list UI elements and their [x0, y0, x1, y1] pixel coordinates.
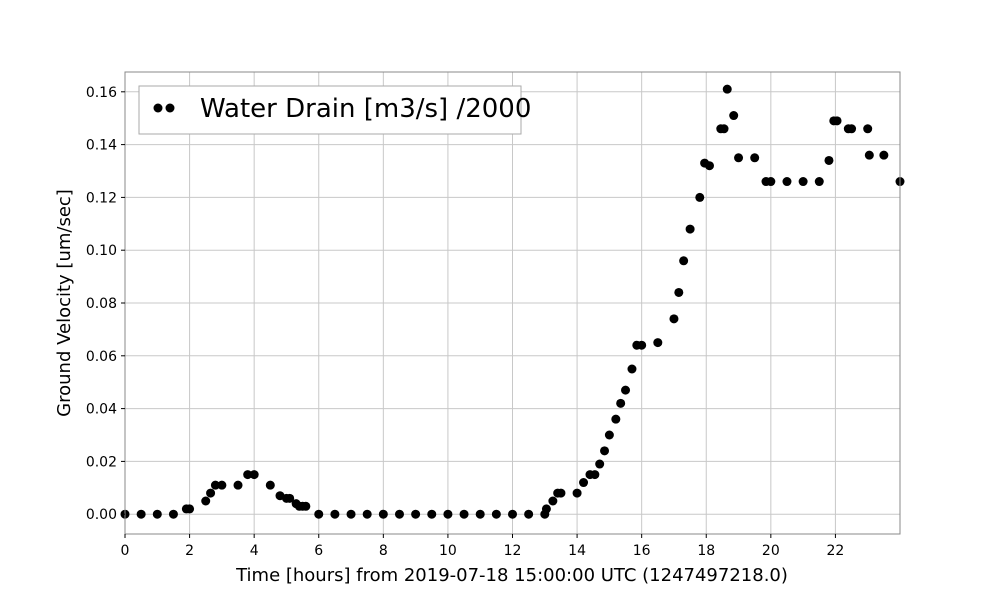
- data-point: [669, 314, 679, 324]
- x-tick-label: 6: [314, 543, 323, 559]
- data-point: [314, 509, 324, 519]
- x-tick-label: 20: [762, 543, 780, 559]
- data-point: [168, 509, 178, 519]
- data-point: [824, 155, 834, 165]
- data-point: [136, 509, 146, 519]
- data-point: [508, 509, 517, 519]
- x-tick-label: 12: [504, 543, 522, 559]
- data-point: [572, 488, 582, 498]
- data-point: [427, 509, 437, 519]
- data-point: [637, 340, 647, 350]
- data-point: [201, 496, 211, 506]
- data-point: [459, 509, 469, 519]
- data-point: [832, 116, 842, 126]
- y-tick-label: 0.00: [86, 507, 117, 523]
- data-point: [233, 480, 243, 490]
- data-point: [330, 509, 340, 519]
- data-point: [864, 150, 874, 160]
- legend-marker: [165, 103, 175, 113]
- y-axis: 0.00 0.02 0.04 0.06 0.08 0.10 0.12 0.14 0.16: [86, 85, 125, 523]
- data-point: [782, 177, 792, 187]
- data-point: [443, 509, 453, 519]
- data-point: [719, 124, 729, 134]
- legend-marker: [153, 103, 163, 113]
- data-point: [616, 398, 626, 408]
- data-point: [879, 150, 889, 160]
- y-tick-label: 0.16: [86, 85, 117, 101]
- data-point: [301, 501, 311, 511]
- data-point: [590, 470, 600, 480]
- data-point: [394, 509, 404, 519]
- data-point: [863, 124, 873, 134]
- x-tick-label: 4: [250, 543, 259, 559]
- data-point: [814, 177, 824, 187]
- grid: [124, 72, 900, 534]
- legend-label: Water Drain [m3/s] /2000: [200, 94, 531, 124]
- data-point: [152, 509, 162, 519]
- x-tick-label: 2: [185, 543, 194, 559]
- x-axis-label: Time [hours] from 2019-07-18 15:00:00 UT…: [235, 565, 788, 586]
- y-tick-label: 0.02: [86, 454, 117, 470]
- y-tick-label: 0.12: [86, 190, 117, 206]
- y-axis-label: Ground Velocity [um/sec]: [54, 189, 75, 417]
- data-point: [541, 504, 551, 514]
- data-point: [362, 509, 372, 519]
- x-tick-label: 8: [379, 543, 388, 559]
- legend-box: [138, 85, 522, 135]
- data-point: [548, 496, 558, 506]
- data-point: [556, 488, 566, 498]
- data-point: [734, 153, 744, 163]
- data-point: [210, 480, 220, 490]
- data-point: [729, 111, 739, 121]
- data-point: [679, 256, 689, 266]
- data-point: [766, 177, 776, 187]
- data-point: [847, 124, 857, 134]
- x-axis: 0 2 4 6 8 10 12 14 16 18 20 22: [121, 534, 845, 559]
- data-point: [595, 459, 605, 469]
- y-tick-label: 0.08: [86, 296, 117, 312]
- data-point: [621, 385, 631, 395]
- data-point: [653, 338, 663, 348]
- x-tick-label: 14: [568, 543, 586, 559]
- y-tick-label: 0.06: [86, 349, 117, 365]
- legend: Water Drain [m3/s] /2000: [138, 85, 531, 135]
- x-tick-label: 22: [827, 543, 845, 559]
- data-point: [798, 177, 808, 187]
- data-point: [475, 509, 485, 519]
- data-point: [217, 480, 227, 490]
- data-point: [722, 84, 732, 94]
- y-tick-label: 0.10: [86, 243, 117, 259]
- series-water-drain: [120, 84, 905, 519]
- data-point: [704, 161, 714, 171]
- data-point: [579, 478, 589, 488]
- y-tick-label: 0.14: [86, 138, 117, 154]
- data-point: [206, 488, 216, 498]
- data-point: [685, 224, 695, 234]
- data-point: [243, 470, 253, 480]
- data-point: [600, 446, 610, 456]
- data-point: [750, 153, 760, 163]
- data-point: [491, 509, 501, 519]
- data-point: [627, 364, 637, 374]
- data-point: [524, 509, 534, 519]
- data-point: [265, 480, 275, 490]
- data-point: [285, 493, 295, 503]
- y-tick-label: 0.04: [86, 402, 117, 418]
- data-point: [674, 287, 684, 297]
- x-tick-label: 0: [121, 543, 130, 559]
- data-point: [604, 430, 614, 440]
- data-point: [695, 192, 705, 202]
- x-tick-label: 18: [697, 543, 715, 559]
- data-point: [411, 509, 421, 519]
- data-point: [249, 470, 259, 480]
- data-point: [185, 504, 195, 514]
- data-point: [378, 509, 388, 519]
- data-point: [611, 414, 621, 424]
- x-tick-label: 10: [439, 543, 457, 559]
- data-point: [346, 509, 356, 519]
- x-tick-label: 16: [633, 543, 651, 559]
